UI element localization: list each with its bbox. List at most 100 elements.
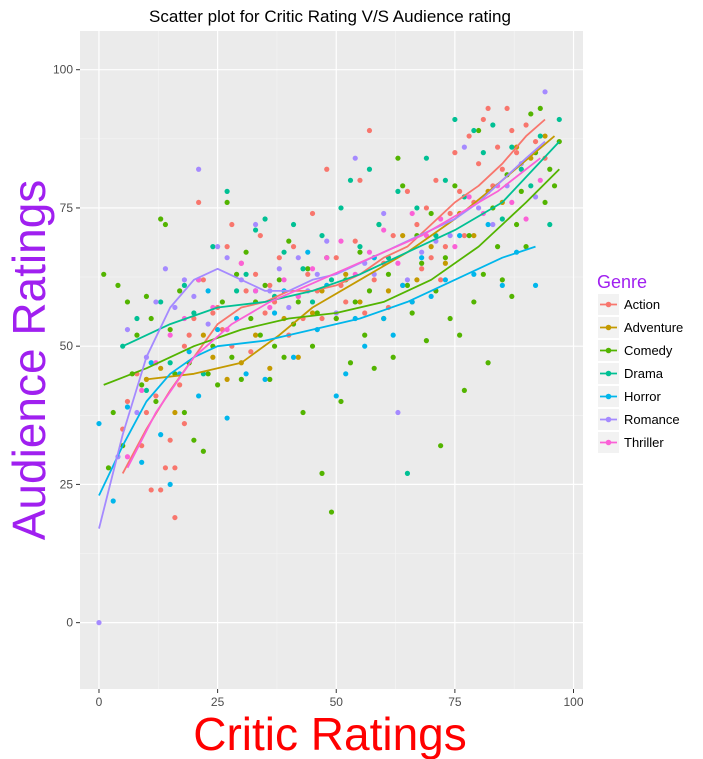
- point-action: [442, 244, 448, 250]
- point-comedy: [551, 183, 558, 189]
- point-comedy: [452, 183, 458, 189]
- point-action: [257, 232, 263, 239]
- point-comedy: [248, 315, 254, 322]
- point-action: [452, 150, 458, 156]
- point-drama: [281, 249, 287, 255]
- point-drama: [167, 360, 173, 366]
- point-action: [494, 144, 501, 150]
- legend-key-point-horror: [605, 393, 612, 400]
- point-drama: [210, 244, 216, 250]
- point-drama: [442, 177, 448, 183]
- point-comedy: [153, 398, 159, 405]
- x-tick-label: 50: [330, 695, 344, 709]
- point-drama: [143, 387, 150, 394]
- point-thriller: [366, 249, 373, 255]
- point-horror: [390, 332, 396, 338]
- point-drama: [490, 122, 496, 128]
- point-romance: [196, 166, 202, 172]
- point-comedy: [347, 360, 354, 366]
- point-thriller: [324, 255, 330, 261]
- point-comedy: [518, 188, 524, 194]
- point-action: [352, 238, 358, 244]
- point-comedy: [409, 310, 415, 316]
- point-thriller: [409, 210, 415, 217]
- point-comedy: [224, 199, 230, 206]
- point-romance: [224, 255, 230, 261]
- point-comedy: [471, 299, 477, 305]
- point-horror: [457, 232, 463, 239]
- point-horror: [148, 360, 154, 366]
- point-comedy: [400, 183, 406, 189]
- point-drama: [300, 266, 306, 272]
- point-action: [404, 188, 411, 194]
- y-tick-label: 100: [53, 63, 73, 77]
- point-comedy: [191, 437, 197, 443]
- point-action: [423, 205, 430, 211]
- point-horror: [186, 349, 192, 355]
- point-action: [177, 382, 183, 388]
- point-action: [438, 277, 444, 283]
- point-thriller: [267, 304, 273, 311]
- point-action: [162, 465, 169, 471]
- point-action: [252, 271, 259, 277]
- point-comedy: [105, 465, 112, 471]
- point-adventure: [172, 409, 178, 416]
- x-tick-label: 25: [211, 695, 225, 709]
- grid-lines: [80, 31, 583, 689]
- point-drama: [471, 127, 477, 134]
- point-romance: [532, 194, 539, 200]
- data-points: [96, 89, 562, 626]
- point-drama: [328, 277, 335, 283]
- point-thriller: [309, 266, 316, 272]
- point-action: [509, 127, 515, 134]
- point-comedy: [480, 271, 486, 277]
- point-adventure: [442, 260, 448, 266]
- point-romance: [162, 266, 169, 272]
- point-drama: [376, 221, 382, 228]
- point-comedy: [262, 282, 268, 288]
- point-adventure: [414, 277, 420, 283]
- point-horror: [290, 354, 297, 360]
- point-drama: [423, 155, 430, 161]
- point-drama: [509, 144, 515, 150]
- point-adventure: [252, 332, 259, 338]
- legend-label-horror: Horror: [624, 389, 662, 404]
- point-comedy: [338, 398, 344, 405]
- point-comedy: [167, 326, 173, 333]
- point-comedy: [233, 271, 240, 277]
- point-romance: [215, 244, 221, 250]
- point-action: [196, 199, 202, 206]
- point-romance: [295, 255, 301, 261]
- point-drama: [262, 216, 268, 222]
- point-drama: [243, 271, 249, 277]
- point-action: [357, 177, 363, 183]
- point-thriller: [537, 177, 543, 183]
- y-tick-label: 25: [60, 477, 74, 491]
- point-comedy: [286, 238, 292, 244]
- point-thriller: [124, 454, 131, 460]
- axes: 0 25 50 75 100 0 25 50 75 100: [53, 63, 584, 709]
- point-drama: [181, 282, 187, 288]
- point-comedy: [200, 448, 206, 454]
- point-drama: [366, 166, 373, 172]
- point-comedy: [101, 271, 107, 277]
- point-drama: [319, 232, 325, 239]
- point-drama: [290, 221, 297, 228]
- point-romance: [96, 620, 102, 626]
- point-comedy: [215, 382, 221, 388]
- y-tick-label: 0: [66, 616, 73, 630]
- legend-key-point-action: [605, 301, 612, 308]
- x-tick-label: 75: [448, 695, 462, 709]
- point-adventure: [309, 310, 316, 316]
- point-horror: [362, 343, 368, 349]
- point-horror: [485, 221, 491, 228]
- point-thriller: [466, 194, 472, 200]
- point-horror: [224, 415, 230, 421]
- point-action: [243, 288, 249, 294]
- point-comedy: [485, 360, 491, 366]
- legend-key-point-drama: [605, 370, 612, 377]
- legend-key-point-thriller: [605, 439, 612, 446]
- point-drama: [357, 244, 363, 250]
- point-action: [362, 310, 368, 316]
